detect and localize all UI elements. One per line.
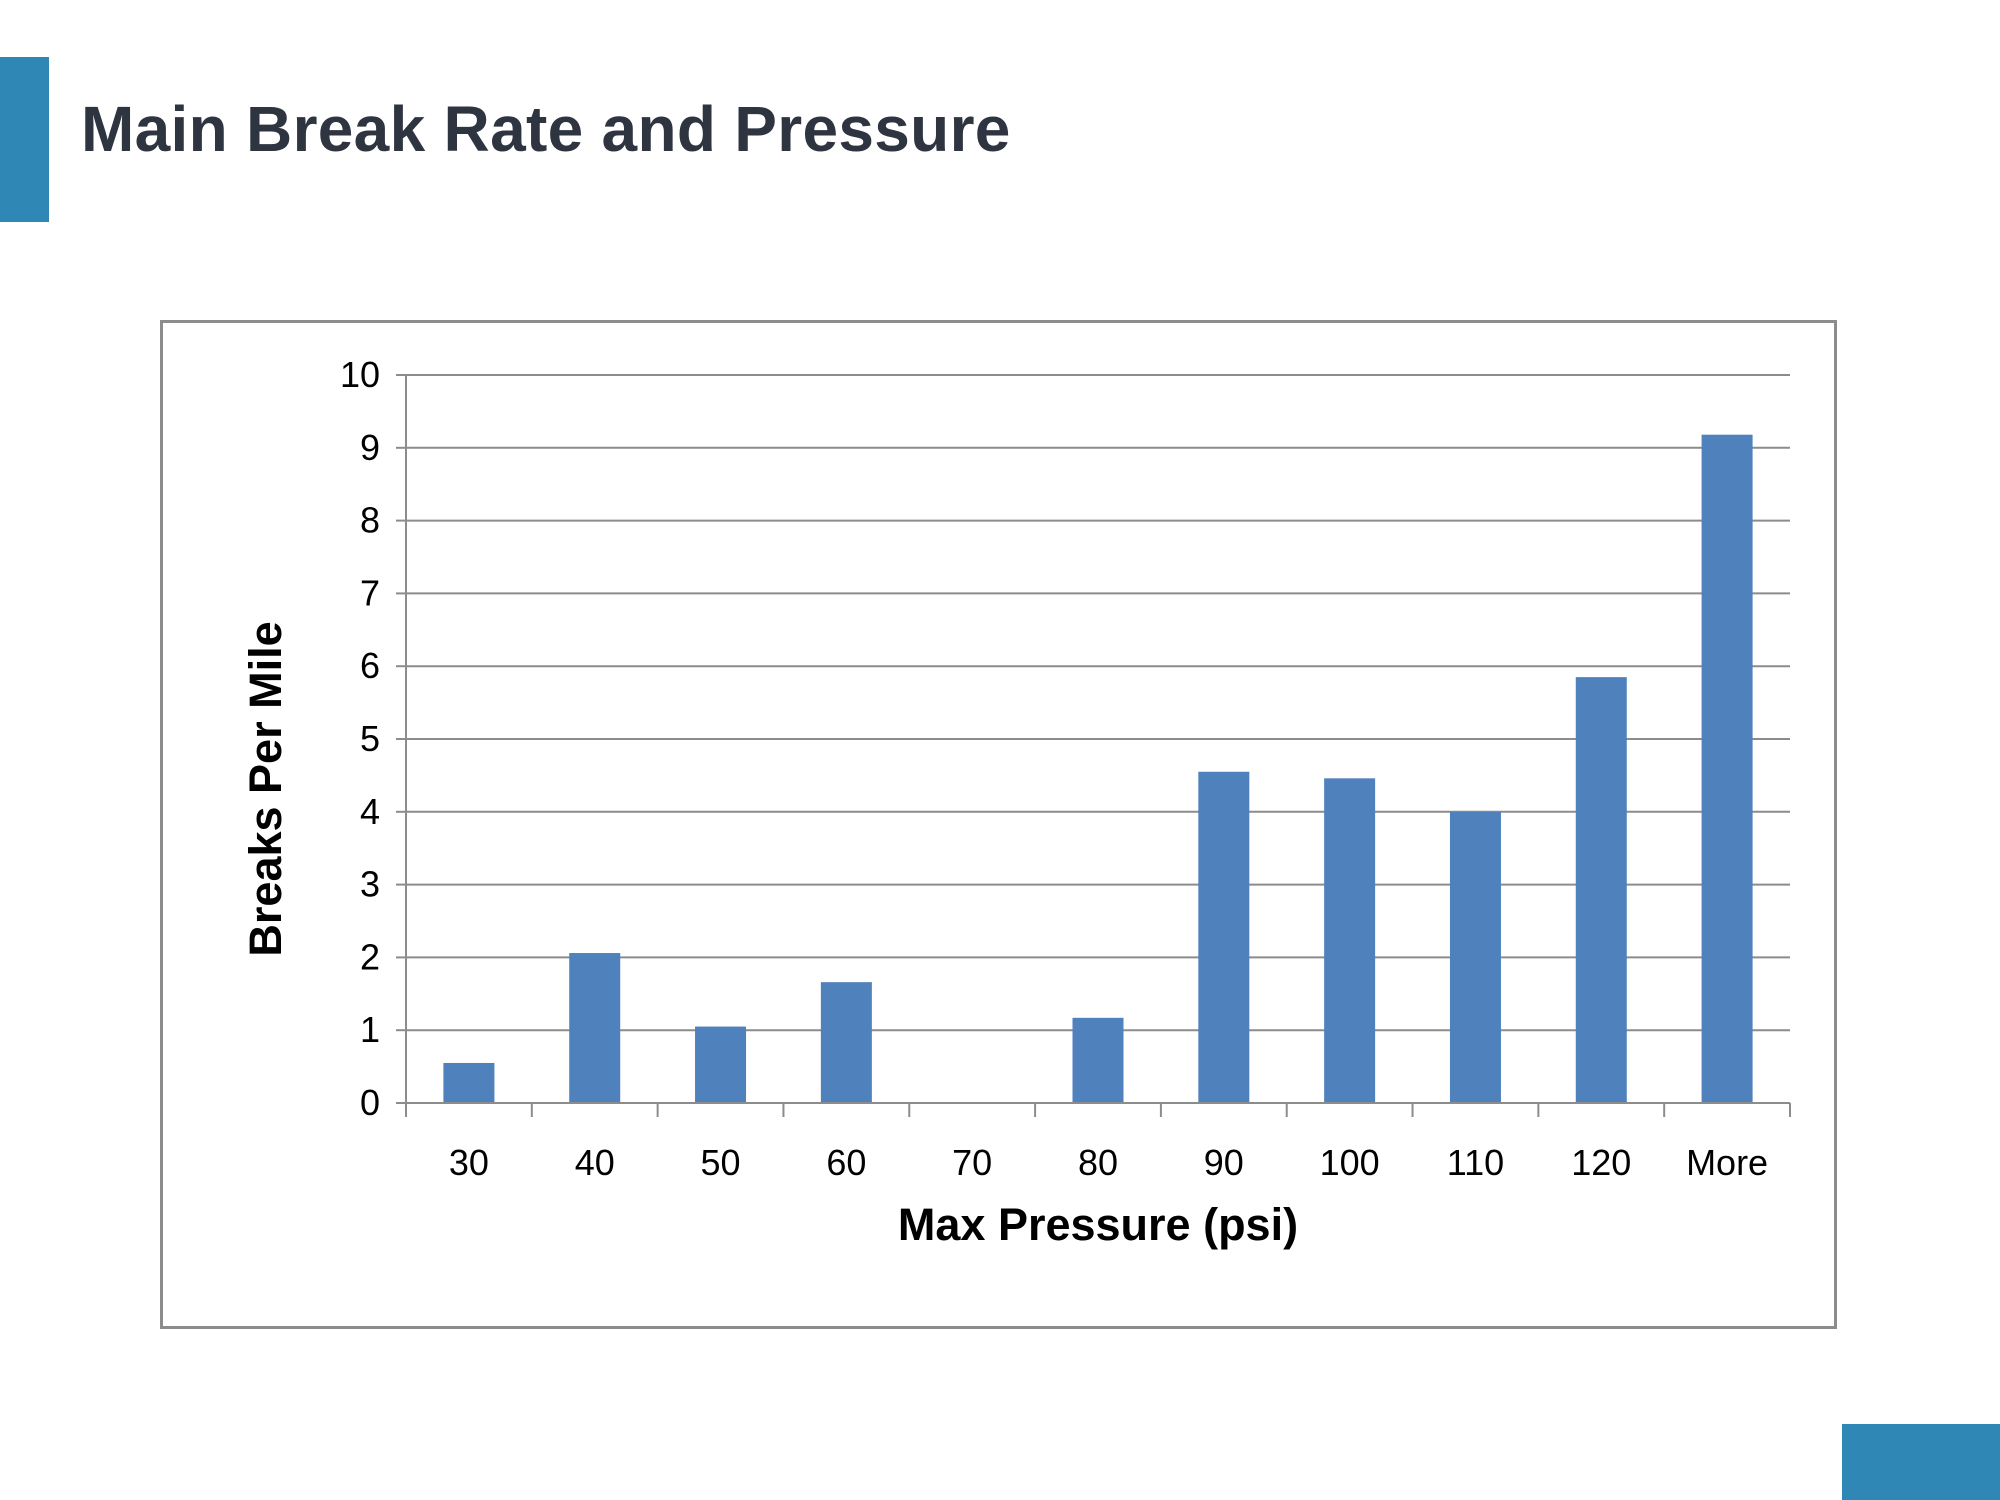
y-tick-label: 2: [360, 936, 380, 977]
bars: [443, 434, 1753, 1103]
bar: [1701, 434, 1753, 1103]
y-axis-title: Breaks Per Mile: [240, 621, 291, 956]
y-tick-label: 0: [360, 1082, 380, 1123]
bar: [1198, 771, 1250, 1103]
x-tick-label: 40: [575, 1142, 615, 1183]
y-tick-label: 4: [360, 791, 380, 832]
bar: [820, 982, 872, 1103]
bar: [1324, 778, 1376, 1103]
bar: [1575, 677, 1627, 1103]
x-tick-label: More: [1686, 1142, 1768, 1183]
bar: [443, 1062, 495, 1103]
x-tick-label: 30: [449, 1142, 489, 1183]
y-tick-label: 8: [360, 500, 380, 541]
y-tick-label: 5: [360, 718, 380, 759]
y-tick-label: 10: [340, 354, 380, 395]
x-axis-title: Max Pressure (psi): [898, 1199, 1298, 1250]
slide-title: Main Break Rate and Pressure: [81, 93, 1011, 165]
gridlines: [406, 374, 1790, 1032]
x-tick-label: 90: [1204, 1142, 1244, 1183]
bar: [695, 1026, 747, 1103]
y-tick-label: 1: [360, 1009, 380, 1050]
y-tick-label: 6: [360, 645, 380, 686]
bar: [569, 953, 621, 1103]
corner-accent-block: [1842, 1424, 2000, 1500]
axes: [396, 374, 1791, 1117]
title-accent-bar: [0, 57, 49, 222]
chart-frame: 0 1 2 3 4 5 6 7 8 9 10 30 40 50 60 70 80 90 100 110 120 More …: [160, 320, 1837, 1329]
x-tick-label: 70: [952, 1142, 992, 1183]
y-tick-label: 7: [360, 572, 380, 613]
bar: [1449, 811, 1501, 1103]
x-tick-label: 60: [826, 1142, 866, 1183]
x-tick-label: 120: [1571, 1142, 1631, 1183]
tick-labels: 0 1 2 3 4 5 6 7 8 9 10 30 40 50 60 70 80 90 100 110 120 More: [340, 354, 1768, 1183]
x-tick-label: 50: [701, 1142, 741, 1183]
y-tick-label: 9: [360, 427, 380, 468]
x-tick-label: 80: [1078, 1142, 1118, 1183]
y-tick-label: 3: [360, 864, 380, 905]
bar: [1072, 1017, 1124, 1103]
x-tick-label: 100: [1320, 1142, 1380, 1183]
x-tick-label: 110: [1447, 1142, 1504, 1183]
